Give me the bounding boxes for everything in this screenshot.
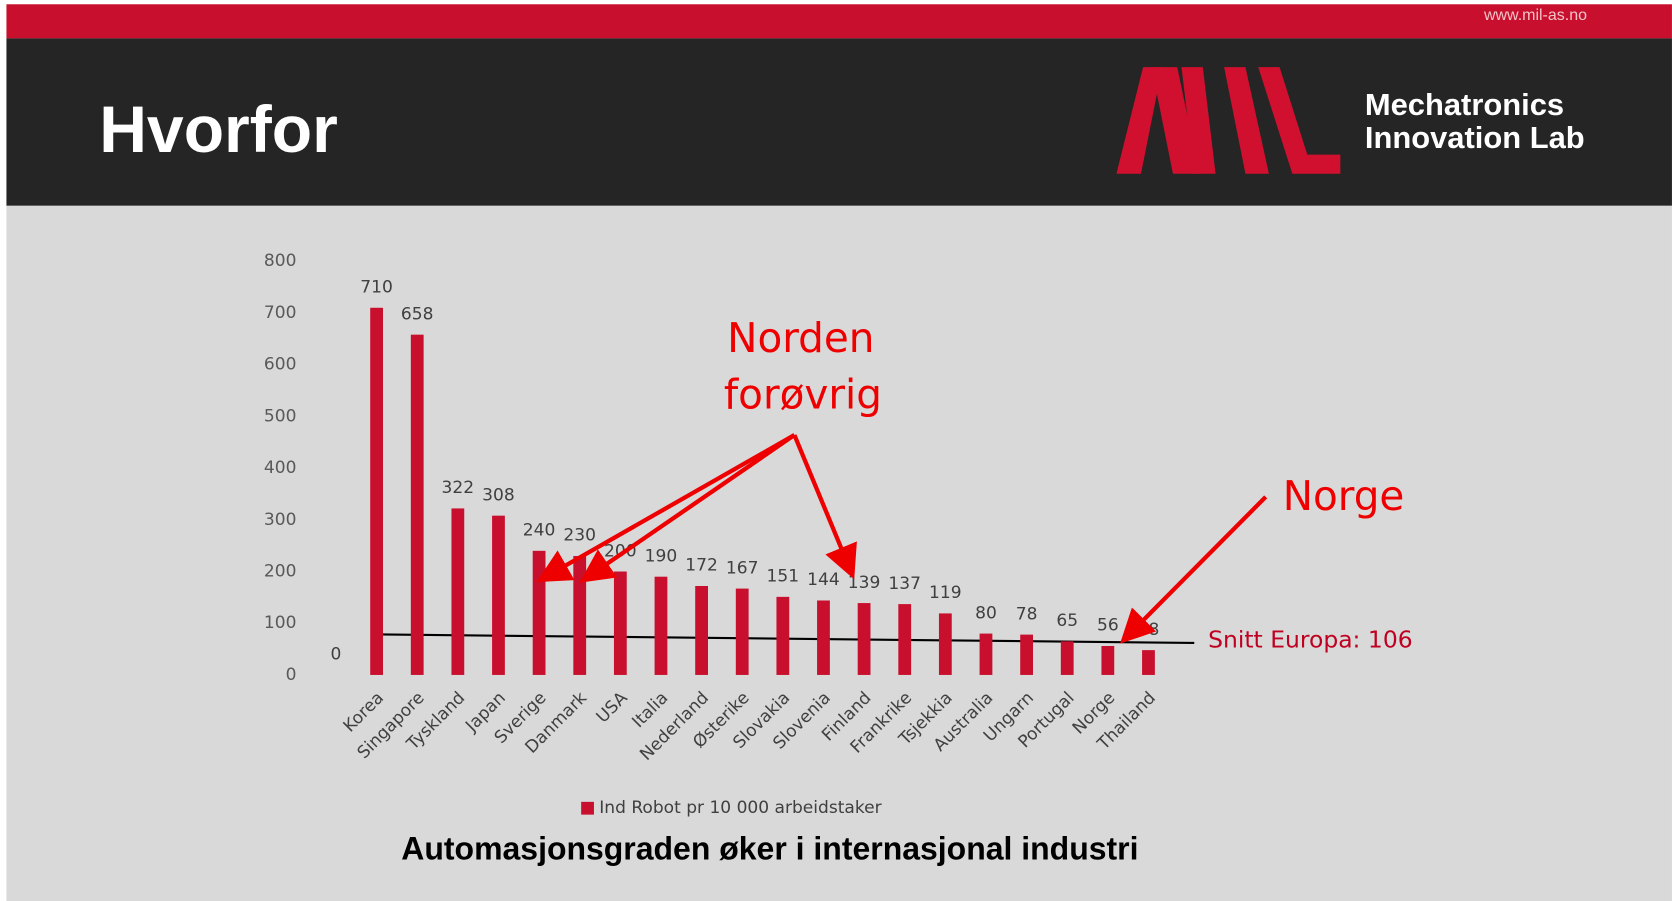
bar	[1142, 650, 1155, 675]
bar	[654, 576, 668, 675]
bar	[776, 596, 790, 675]
logo-text: Mechatronics	[1365, 87, 1564, 122]
annotation: Snitt Europa: 106	[1208, 625, 1413, 653]
value-label: 308	[482, 485, 515, 505]
value-label: 119	[929, 583, 962, 603]
url: www.mil-as.no	[1483, 7, 1587, 24]
bar	[573, 556, 587, 675]
value-label: 137	[888, 574, 921, 594]
bar	[1020, 634, 1033, 675]
y-tick-label: 800	[264, 251, 297, 271]
bar	[695, 586, 708, 675]
value-label: 710	[360, 278, 393, 298]
value-label: 190	[645, 546, 678, 566]
value-label: 172	[685, 556, 718, 576]
y-tick-label: 700	[264, 303, 297, 323]
bar	[898, 604, 912, 675]
value-label: 0	[331, 645, 342, 665]
bar	[451, 508, 465, 675]
y-tick-label: 0	[286, 665, 297, 685]
bar	[1060, 641, 1074, 675]
bar	[817, 600, 830, 675]
top-bar	[6, 4, 1672, 39]
value-label: 240	[523, 521, 556, 541]
value-label: 65	[1056, 611, 1078, 631]
value-label: 139	[848, 573, 881, 593]
value-label: 658	[401, 304, 434, 324]
arrows	[536, 433, 1268, 644]
value-label: 230	[563, 526, 596, 546]
slide-title: Hvorfor	[99, 93, 338, 167]
bar	[938, 613, 952, 675]
value-label: 322	[442, 478, 475, 498]
y-tick-label: 400	[264, 458, 297, 478]
y-tick-label: 200	[264, 562, 297, 582]
bar	[532, 550, 546, 675]
y-tick-label: 300	[264, 510, 297, 530]
annotation: Norge	[1283, 472, 1405, 520]
value-label: 80	[975, 603, 997, 623]
chart-title: Automasjonsgraden øker i internasjonal i…	[401, 830, 1138, 866]
header-band	[6, 38, 1672, 206]
value-label: 167	[726, 558, 759, 578]
bar	[492, 515, 505, 675]
legend-swatch	[581, 801, 594, 815]
bar	[370, 307, 383, 675]
annotation: Norden	[727, 314, 874, 362]
annotation: forøvrig	[724, 371, 882, 419]
bar	[979, 633, 993, 675]
value-label: 144	[807, 570, 840, 590]
bar	[857, 603, 871, 675]
bar	[613, 571, 627, 675]
value-label: 56	[1097, 616, 1119, 636]
legend-label: Ind Robot pr 10 000 arbeidstaker	[599, 798, 882, 818]
bar	[735, 588, 749, 675]
logo-text: Innovation Lab	[1365, 120, 1585, 155]
value-label: 78	[1016, 604, 1038, 624]
logo	[1116, 67, 1341, 174]
bar	[410, 334, 424, 675]
bar	[1101, 645, 1115, 675]
y-tick-label: 500	[264, 406, 297, 426]
y-tick-label: 100	[264, 613, 297, 633]
value-label: 151	[767, 567, 800, 587]
content-area	[6, 205, 1672, 901]
y-tick-label: 600	[264, 355, 297, 375]
